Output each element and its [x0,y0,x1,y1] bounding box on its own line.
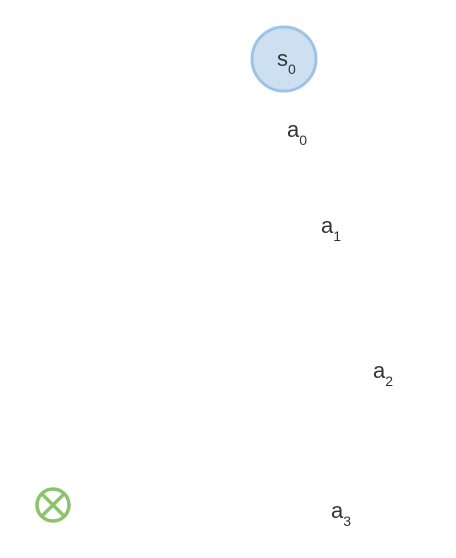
action-subscript: 3 [343,513,351,529]
action-label-a2: a2 [373,358,393,389]
start-state-subscript: 0 [288,61,296,77]
action-label-a0: a0 [287,117,307,148]
action-subscript: 1 [333,228,341,244]
action-symbol: a [331,498,344,523]
start-state-label: s0 [277,46,296,77]
start-state-node: s0 [250,25,318,93]
action-label-a3: a3 [331,498,351,529]
start-state-symbol: s [277,46,288,71]
start-state-circle [250,25,318,93]
action-symbol: a [287,117,300,142]
circle-cross-icon [35,487,71,523]
action-subscript: 2 [385,373,393,389]
action-label-a1: a1 [321,213,341,244]
action-symbol: a [321,213,334,238]
action-subscript: 0 [299,132,307,148]
action-symbol: a [373,358,386,383]
